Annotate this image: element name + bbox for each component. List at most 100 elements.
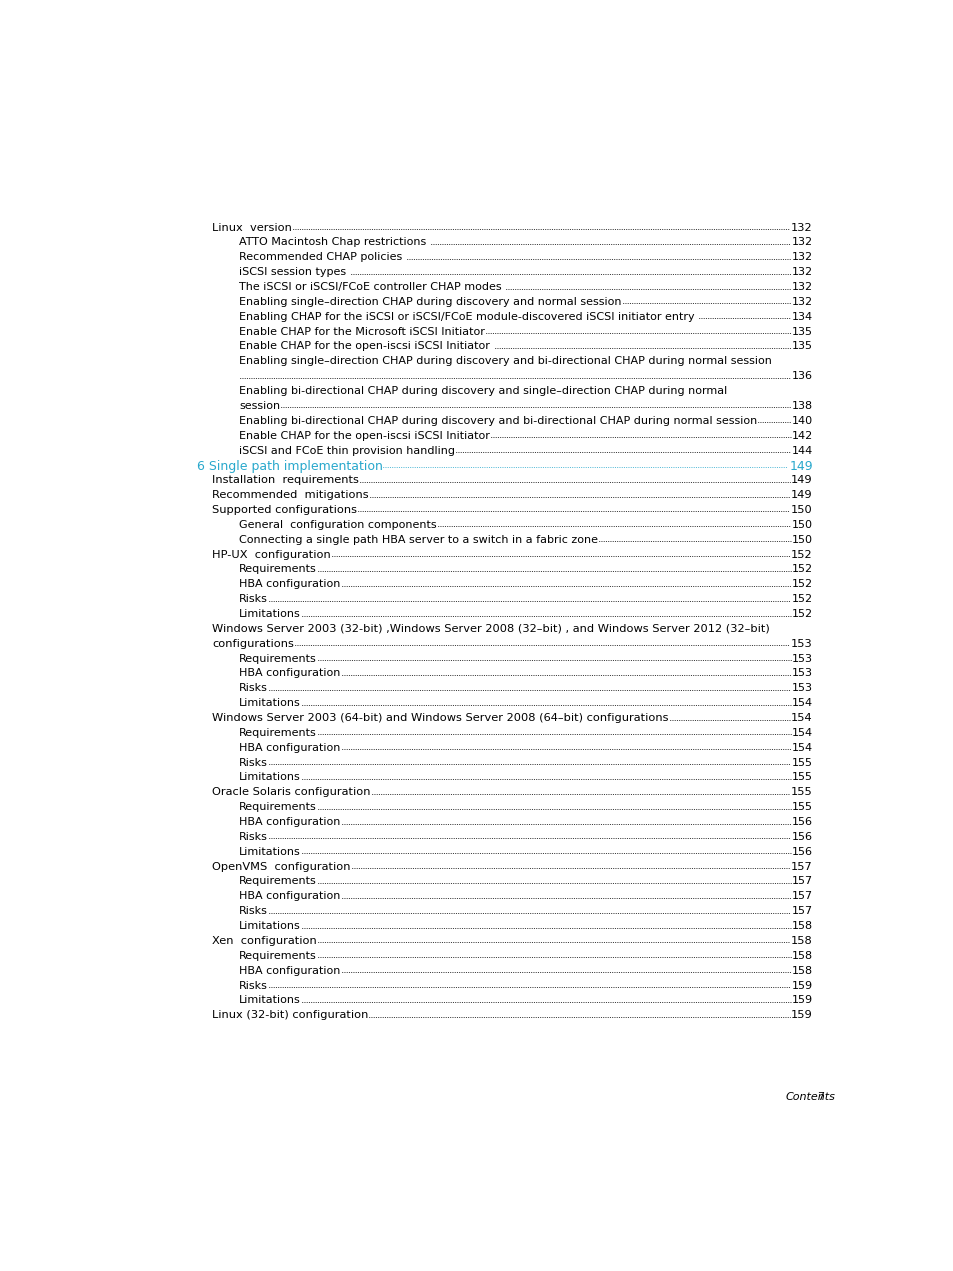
- Text: 150: 150: [791, 535, 812, 545]
- Text: HBA configuration: HBA configuration: [239, 817, 340, 827]
- Text: 159: 159: [791, 980, 812, 990]
- Text: 149: 149: [790, 475, 812, 486]
- Text: 149: 149: [788, 460, 812, 473]
- Text: Requirements: Requirements: [239, 951, 316, 961]
- Text: 152: 152: [790, 549, 812, 559]
- Text: Enable CHAP for the open-iscsi iSCSI Initiator: Enable CHAP for the open-iscsi iSCSI Ini…: [239, 431, 490, 441]
- Text: 153: 153: [791, 684, 812, 693]
- Text: HBA configuration: HBA configuration: [239, 891, 340, 901]
- Text: 159: 159: [791, 995, 812, 1005]
- Text: 158: 158: [791, 966, 812, 976]
- Text: Risks: Risks: [239, 594, 268, 604]
- Text: configurations: configurations: [212, 639, 294, 648]
- Text: HBA configuration: HBA configuration: [239, 742, 340, 752]
- Text: Xen  configuration: Xen configuration: [212, 935, 316, 946]
- Text: Limitations: Limitations: [239, 609, 301, 619]
- Text: Recommended CHAP policies: Recommended CHAP policies: [239, 253, 406, 262]
- Text: 157: 157: [791, 891, 812, 901]
- Text: Risks: Risks: [239, 906, 268, 916]
- Text: HP-UX  configuration: HP-UX configuration: [212, 549, 331, 559]
- Text: ATTO Macintosh Chap restrictions: ATTO Macintosh Chap restrictions: [239, 238, 430, 248]
- Text: 132: 132: [791, 282, 812, 292]
- Text: 135: 135: [791, 327, 812, 337]
- Text: 6 Single path implementation: 6 Single path implementation: [196, 460, 382, 473]
- Text: 154: 154: [791, 728, 812, 738]
- Text: Supported configurations: Supported configurations: [212, 505, 356, 515]
- Text: HBA configuration: HBA configuration: [239, 669, 340, 679]
- Text: 158: 158: [790, 935, 812, 946]
- Text: Installation  requirements: Installation requirements: [212, 475, 358, 486]
- Text: Enabling CHAP for the iSCSI or iSCSI/FCoE module-discovered iSCSI initiator entr: Enabling CHAP for the iSCSI or iSCSI/FCo…: [239, 311, 698, 322]
- Text: 155: 155: [791, 802, 812, 812]
- Text: session: session: [239, 400, 280, 411]
- Text: 153: 153: [790, 639, 812, 648]
- Text: 132: 132: [790, 222, 812, 233]
- Text: Recommended  mitigations: Recommended mitigations: [212, 491, 369, 500]
- Text: 153: 153: [791, 653, 812, 663]
- Text: Risks: Risks: [239, 758, 268, 768]
- Text: Linux  version: Linux version: [212, 222, 292, 233]
- Text: Limitations: Limitations: [239, 846, 301, 857]
- Text: 132: 132: [791, 253, 812, 262]
- Text: Requirements: Requirements: [239, 877, 316, 886]
- Text: Requirements: Requirements: [239, 802, 316, 812]
- Text: Limitations: Limitations: [239, 921, 301, 932]
- Text: Limitations: Limitations: [239, 773, 301, 783]
- Text: 136: 136: [791, 371, 812, 381]
- Text: 144: 144: [791, 446, 812, 455]
- Text: 156: 156: [791, 846, 812, 857]
- Text: 156: 156: [791, 833, 812, 841]
- Text: Enable CHAP for the open-iscsi iSCSI Initiator: Enable CHAP for the open-iscsi iSCSI Ini…: [239, 342, 494, 352]
- Text: Risks: Risks: [239, 684, 268, 693]
- Text: Oracle Solaris configuration: Oracle Solaris configuration: [212, 787, 371, 797]
- Text: 152: 152: [791, 594, 812, 604]
- Text: 155: 155: [790, 787, 812, 797]
- Text: Requirements: Requirements: [239, 728, 316, 738]
- Text: 135: 135: [791, 342, 812, 352]
- Text: 132: 132: [791, 238, 812, 248]
- Text: Requirements: Requirements: [239, 653, 316, 663]
- Text: 132: 132: [791, 297, 812, 306]
- Text: Windows Server 2003 (64-bit) and Windows Server 2008 (64–bit) configurations: Windows Server 2003 (64-bit) and Windows…: [212, 713, 668, 723]
- Text: Enabling single–direction CHAP during discovery and normal session: Enabling single–direction CHAP during di…: [239, 297, 621, 306]
- Text: OpenVMS  configuration: OpenVMS configuration: [212, 862, 351, 872]
- Text: 142: 142: [791, 431, 812, 441]
- Text: Enabling bi-directional CHAP during discovery and single–direction CHAP during n: Enabling bi-directional CHAP during disc…: [239, 386, 727, 397]
- Text: 149: 149: [790, 491, 812, 500]
- Text: 156: 156: [791, 817, 812, 827]
- Text: Enable CHAP for the Microsoft iSCSI Initiator: Enable CHAP for the Microsoft iSCSI Init…: [239, 327, 485, 337]
- Text: 157: 157: [790, 862, 812, 872]
- Text: 158: 158: [791, 951, 812, 961]
- Text: 158: 158: [791, 921, 812, 932]
- Text: Contents: Contents: [785, 1092, 835, 1102]
- Text: HBA configuration: HBA configuration: [239, 966, 340, 976]
- Text: HBA configuration: HBA configuration: [239, 580, 340, 590]
- Text: 154: 154: [790, 713, 812, 723]
- Text: 138: 138: [791, 400, 812, 411]
- Text: 154: 154: [791, 698, 812, 708]
- Text: 155: 155: [791, 758, 812, 768]
- Text: Risks: Risks: [239, 833, 268, 841]
- Text: 150: 150: [791, 520, 812, 530]
- Text: Enabling bi-directional CHAP during discovery and bi-directional CHAP during nor: Enabling bi-directional CHAP during disc…: [239, 416, 757, 426]
- Text: 154: 154: [791, 742, 812, 752]
- Text: 132: 132: [791, 267, 812, 277]
- Text: 150: 150: [790, 505, 812, 515]
- Text: 157: 157: [791, 906, 812, 916]
- Text: Linux (32-bit) configuration: Linux (32-bit) configuration: [212, 1010, 368, 1021]
- Text: Risks: Risks: [239, 980, 268, 990]
- Text: iSCSI session types: iSCSI session types: [239, 267, 350, 277]
- Text: Connecting a single path HBA server to a switch in a fabric zone: Connecting a single path HBA server to a…: [239, 535, 598, 545]
- Text: Limitations: Limitations: [239, 995, 301, 1005]
- Text: 152: 152: [791, 580, 812, 590]
- Text: 152: 152: [791, 609, 812, 619]
- Text: 152: 152: [791, 564, 812, 574]
- Text: Windows Server 2003 (32-bit) ,Windows Server 2008 (32–bit) , and Windows Server : Windows Server 2003 (32-bit) ,Windows Se…: [212, 624, 769, 634]
- Text: Enabling single–direction CHAP during discovery and bi-directional CHAP during n: Enabling single–direction CHAP during di…: [239, 356, 771, 366]
- Text: 153: 153: [791, 669, 812, 679]
- Text: 159: 159: [790, 1010, 812, 1021]
- Text: Limitations: Limitations: [239, 698, 301, 708]
- Text: General  configuration components: General configuration components: [239, 520, 436, 530]
- Text: Requirements: Requirements: [239, 564, 316, 574]
- Text: 7: 7: [816, 1092, 823, 1102]
